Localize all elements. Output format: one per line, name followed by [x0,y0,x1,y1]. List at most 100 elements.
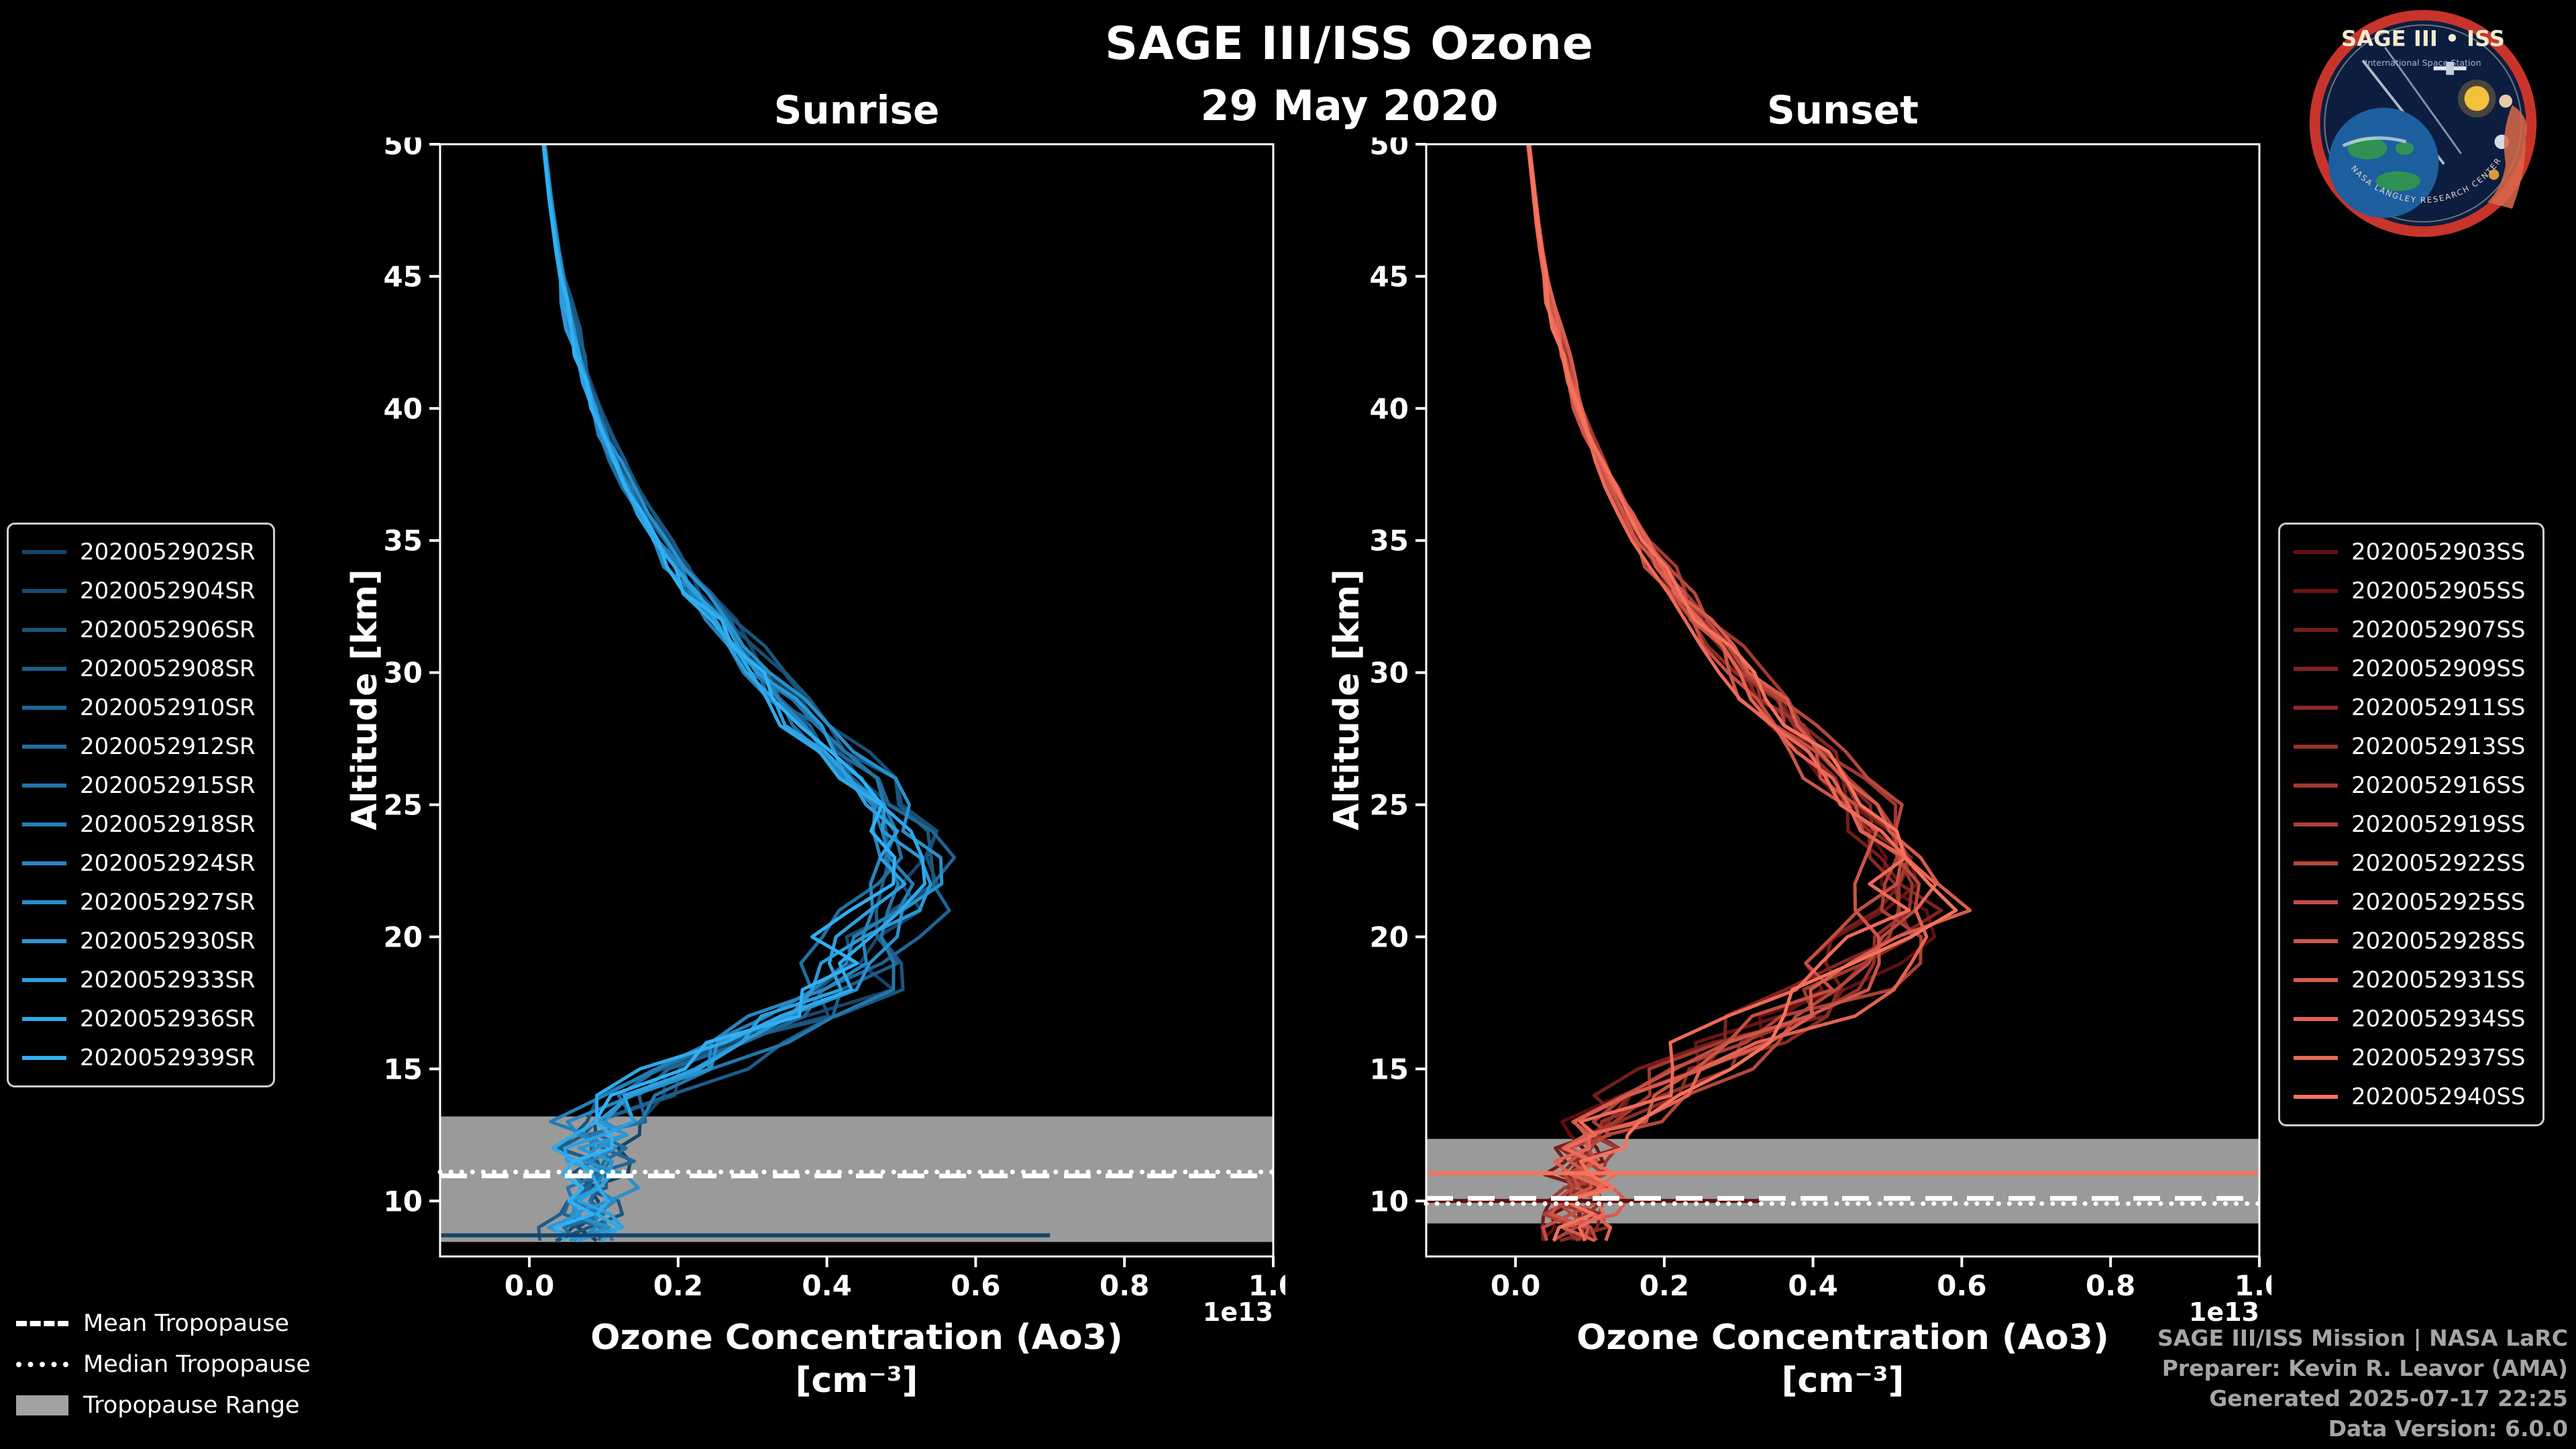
legend-label: 2020052919SS [2351,811,2526,838]
y-tick-label: 45 [384,260,423,293]
tropopause-legend-entry: Tropopause Range [16,1385,311,1426]
legend-entry: 2020052922SS [2294,844,2525,883]
legend-label: 2020052907SS [2351,616,2526,643]
legend-line-swatch [22,861,66,865]
legend-entry: 2020052907SS [2294,610,2525,649]
legend-label: 2020052940SS [2351,1083,2526,1110]
legend-entry: 2020052906SR [22,610,256,649]
plot-svg: 0.0 0.2 0.4 0.6 0.8 1.0 10 15 20 25 30 35 40 45 50 1e13… [384,138,1285,1401]
legend-line-swatch [22,1056,66,1060]
legend-label: 2020052903SS [2351,539,2526,566]
legend-line-swatch [2294,628,2338,632]
legend-entry: 2020052918SR [22,805,256,844]
axes-spines [1425,143,2261,1258]
earth-icon [2328,107,2439,218]
legend-label: 2020052924SR [80,850,256,877]
sunset-panel-title: Sunset [1767,87,1919,133]
legend-line-swatch [22,550,66,554]
logo-subtitle: International Space Station [2365,58,2481,68]
legend-line-swatch [2294,1056,2338,1060]
tropopause-legend-label: Median Tropopause [83,1350,311,1378]
legend-line-swatch [2294,589,2338,593]
legend-line-swatch [22,628,66,632]
legend-entry: 2020052940SS [2294,1077,2525,1116]
footer-line: Data Version: 6.0.0 [2328,1415,2568,1442]
y-tick-label: 20 [384,921,423,954]
x-tick-label: 0.6 [951,1269,1000,1302]
tropopause-legend-label: Mean Tropopause [83,1309,290,1337]
figure-date: 29 May 2020 [1200,81,1499,130]
y-tick-label: 35 [384,525,423,557]
tropopause-legend-entry: Mean Tropopause [16,1303,311,1344]
y-tick-label: 35 [1370,525,1409,557]
legend-line-swatch [2294,861,2338,865]
legend-entry: 2020052919SS [2294,805,2525,844]
legend-line-swatch [2294,900,2338,904]
legend-line-swatch [22,706,66,710]
beam-line [2384,46,2462,154]
sunrise-plot: 0.0 0.2 0.4 0.6 0.8 1.0 10 15 20 25 30 35 40 45 50 1e13… [346,138,1285,1411]
legend-label: 2020052927SR [80,889,256,916]
plot-svg: 0.0 0.2 0.4 0.6 0.8 1.0 10 15 20 25 30 35 40 45 50 1e13… [1370,138,2271,1401]
legend-entry: 2020052934SS [2294,1000,2525,1038]
x-tick-label: 0.4 [802,1269,851,1302]
legend-line-swatch [22,1017,66,1021]
legend-label: 2020052908SR [80,655,256,682]
legend-line-swatch [2294,1017,2338,1021]
legend-line-swatch [22,667,66,671]
legend-line-swatch [2294,550,2338,554]
y-tick-label: 15 [384,1053,423,1085]
tropopause-legend: Mean Tropopause Median Tropopause Tropopau… [9,1300,317,1428]
footer-credits: SAGE III/ISS Mission | NASA LaRC Preparer… [2157,1323,2568,1444]
sunrise-legend: 2020052902SR 2020052904SR 2020052906SR 2020… [7,523,275,1087]
legend-label: 2020052904SR [80,578,256,604]
sunrise-panel-title: Sunrise [773,87,940,133]
tropopause-legend-entry: Median Tropopause [16,1344,311,1385]
y-tick-label: 50 [1370,138,1409,161]
y-tick-label: 30 [384,657,423,690]
legend-entry: 2020052913SS [2294,727,2525,766]
dashed-swatch [16,1320,68,1326]
legend-label: 2020052911SS [2351,694,2526,721]
plot-background [1426,144,2259,1256]
footer-line: SAGE III/ISS Mission | NASA LaRC [2157,1325,2568,1351]
dotted-swatch [16,1361,68,1367]
legend-entry: 2020052908SR [22,649,256,688]
sun-icon [2464,86,2489,111]
legend-label: 2020052913SS [2351,733,2526,760]
legend-line-swatch [2294,667,2338,671]
legend-line-swatch [2294,706,2338,710]
y-tick-label: 10 [1370,1185,1409,1218]
legend-label: 2020052937SS [2351,1044,2526,1071]
legend-entry: 2020052912SR [22,727,256,766]
legend-line-swatch [2294,822,2338,826]
legend-entry: 2020052904SR [22,572,256,610]
legend-entry: 2020052916SS [2294,766,2525,805]
legend-entry: 2020052931SS [2294,961,2525,1000]
legend-label: 2020052909SS [2351,655,2526,682]
legend-entry: 2020052937SS [2294,1038,2525,1077]
legend-label: 2020052905SS [2351,578,2526,604]
y-tick-label: 30 [1370,657,1409,690]
legend-entry: 2020052909SS [2294,649,2525,688]
legend-entry: 2020052930SR [22,922,256,961]
legend-entry: 2020052939SR [22,1038,256,1077]
legend-entry: 2020052911SS [2294,688,2525,727]
sage-iss-logo-art: SAGE III • ISS International Space Stati… [2309,9,2537,237]
legend-entry: 2020052925SS [2294,883,2525,922]
legend-label: 2020052910SR [80,694,256,721]
legend-label: 2020052925SS [2351,889,2526,916]
legend-entry: 2020052924SR [22,844,256,883]
profile-line [1527,144,1958,1242]
tropopause-legend-label: Tropopause Range [83,1391,300,1419]
x-axis-label: Ozone Concentration (Ao3) [1576,1318,2108,1358]
legend-line-swatch [2294,784,2338,788]
x-tick-label: 0.2 [653,1269,703,1302]
x-tick-label: 0.6 [1937,1269,1986,1302]
y-tick-label: 25 [384,789,423,822]
sunset-plot: 0.0 0.2 0.4 0.6 0.8 1.0 10 15 20 25 30 35 40 45 50 1e13… [1332,138,2271,1411]
legend-entry: 2020052927SR [22,883,256,922]
legend-label: 2020052916SS [2351,772,2526,799]
legend-label: 2020052918SR [80,811,256,838]
profile-line [541,144,897,1242]
